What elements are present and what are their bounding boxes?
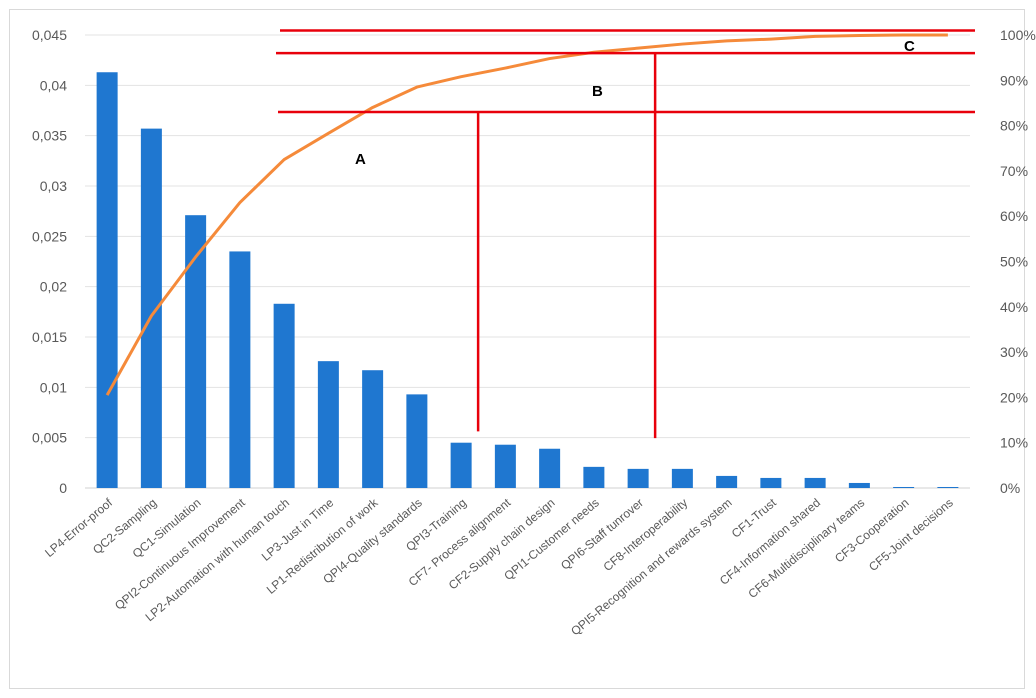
category-label: CF5-Joint decisions [866,496,956,574]
bar [185,215,207,488]
bar [760,477,782,488]
left-tick-label: 0,02 [40,279,67,295]
left-tick-label: 0,01 [40,379,67,395]
right-tick-label: 60% [1000,208,1028,224]
right-tick-label: 80% [1000,118,1028,134]
category-labels: LP4-Error-proofQC2-SamplingQC1-Simulatio… [42,495,956,638]
bar [937,486,959,488]
bar [671,468,693,488]
bar [406,394,428,488]
right-axis: 0% 10% 20% 30% 40% 50% 60% 70% 80% 90% 100% [1000,27,1036,496]
right-tick-label: 90% [1000,72,1028,88]
bar-series [96,72,959,488]
left-tick-label: 0,04 [40,77,67,93]
bar [893,486,915,488]
right-tick-label: 30% [1000,344,1028,360]
left-tick-label: 0 [59,480,67,496]
category-label: CF3-Cooperation [832,496,912,566]
chart-frame [9,9,1025,689]
zone-label-a: A [355,151,366,168]
right-tick-label: 0% [1000,480,1020,496]
left-tick-label: 0,025 [32,228,67,244]
gridlines [85,34,970,489]
right-tick-label: 100% [1000,27,1036,43]
bar [583,466,605,488]
bar [317,361,339,488]
bar [848,482,870,488]
zone-label-b: B [592,83,603,100]
left-tick-label: 0,035 [32,128,67,144]
cumulative-line [105,33,948,396]
cumulative-line-series [105,33,948,396]
left-tick-label: 0,015 [32,329,67,345]
bar [494,444,516,488]
right-tick-label: 40% [1000,299,1028,315]
bar [450,442,472,488]
bar [273,303,295,488]
right-tick-label: 70% [1000,163,1028,179]
bar [140,128,162,488]
bar [362,370,384,488]
bar [539,448,561,488]
right-tick-label: 10% [1000,435,1028,451]
bar [716,475,738,488]
left-tick-label: 0,03 [40,178,67,194]
bar [804,477,826,488]
pareto-annotations: A B C [276,29,975,439]
left-tick-label: 0,045 [32,27,67,43]
bar [627,468,649,488]
right-tick-label: 20% [1000,389,1028,405]
category-label: QPI5-Recognition and rewards system [568,496,734,639]
zone-label-c: C [904,38,915,55]
right-tick-label: 50% [1000,254,1028,270]
bar [229,251,251,488]
bar [96,72,118,488]
left-tick-label: 0,005 [32,430,67,446]
left-axis: 0 0,005 0,01 0,015 0,02 0,025 0,03 0,035 0,04 0,0… [32,27,67,496]
